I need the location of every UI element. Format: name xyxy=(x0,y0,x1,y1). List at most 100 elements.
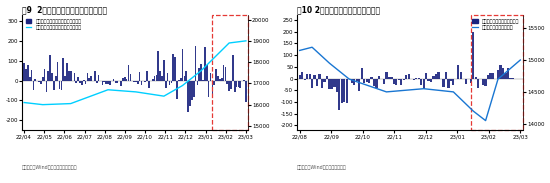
Bar xyxy=(408,74,410,79)
Bar xyxy=(403,79,405,80)
Bar xyxy=(227,81,228,84)
Bar xyxy=(228,81,230,91)
Bar xyxy=(299,75,301,79)
Bar xyxy=(185,71,187,81)
Bar xyxy=(74,72,75,81)
Bar xyxy=(210,73,211,81)
Bar xyxy=(81,81,82,85)
Bar xyxy=(103,81,105,82)
Bar xyxy=(415,78,417,79)
Bar xyxy=(477,79,479,88)
Bar xyxy=(148,81,150,88)
Bar xyxy=(107,81,109,84)
Bar xyxy=(117,81,118,83)
Bar xyxy=(169,81,170,85)
Bar xyxy=(323,79,326,81)
Bar xyxy=(212,81,213,97)
Bar xyxy=(70,71,72,81)
Bar xyxy=(314,75,316,79)
Bar xyxy=(152,79,153,81)
Bar xyxy=(361,68,363,79)
Bar xyxy=(154,76,156,81)
Bar xyxy=(219,79,221,81)
Bar xyxy=(66,63,68,81)
Bar xyxy=(105,81,107,84)
Bar xyxy=(178,80,180,81)
Bar xyxy=(182,49,183,81)
Bar xyxy=(420,79,422,85)
Bar xyxy=(470,79,472,83)
Bar xyxy=(196,81,199,85)
Bar xyxy=(129,74,131,81)
Bar xyxy=(206,65,207,81)
Bar xyxy=(238,81,239,87)
Bar xyxy=(452,79,454,85)
Bar xyxy=(146,71,148,81)
Bar xyxy=(393,79,395,84)
Bar xyxy=(245,81,247,102)
Bar xyxy=(64,76,66,81)
Bar xyxy=(331,79,333,89)
Bar xyxy=(167,73,168,81)
Bar xyxy=(163,59,165,81)
Bar xyxy=(435,74,437,79)
Bar xyxy=(204,47,206,81)
Bar xyxy=(172,54,174,81)
Bar xyxy=(425,73,427,79)
Bar xyxy=(113,79,114,81)
Bar xyxy=(102,81,103,85)
Bar xyxy=(472,32,474,79)
Bar xyxy=(460,72,462,79)
Bar xyxy=(165,81,167,88)
Bar xyxy=(44,69,46,81)
Bar xyxy=(55,76,57,81)
Bar xyxy=(170,81,172,83)
Bar xyxy=(405,75,408,79)
Bar xyxy=(135,81,137,82)
Bar xyxy=(450,79,452,81)
Bar xyxy=(120,81,122,86)
Bar xyxy=(109,81,111,85)
Bar xyxy=(358,79,360,91)
Bar xyxy=(301,72,303,79)
Bar xyxy=(122,78,124,81)
Legend: 期间净买入额（仟元，左轴）, 融资余额（仟元，右轴）: 期间净买入额（仟元，左轴）, 融资余额（仟元，右轴） xyxy=(471,18,520,31)
Bar xyxy=(23,63,25,81)
Bar xyxy=(94,71,96,81)
Bar xyxy=(243,80,245,81)
Bar xyxy=(504,73,507,79)
Bar xyxy=(351,79,353,83)
Bar xyxy=(445,72,447,79)
Bar xyxy=(485,79,487,86)
Bar xyxy=(53,81,55,90)
Bar xyxy=(128,65,129,81)
Bar xyxy=(309,74,311,79)
Bar xyxy=(432,76,434,79)
Bar xyxy=(213,81,215,85)
Bar xyxy=(75,81,77,83)
Bar xyxy=(471,15,523,130)
Bar xyxy=(193,81,195,96)
Bar xyxy=(487,75,489,79)
Bar xyxy=(57,62,58,81)
Bar xyxy=(32,81,34,89)
Bar xyxy=(27,65,29,81)
Bar xyxy=(139,72,140,81)
Bar xyxy=(368,79,370,83)
Bar xyxy=(180,78,182,81)
Bar xyxy=(223,65,224,81)
Bar xyxy=(161,76,163,81)
Bar xyxy=(78,77,79,81)
Bar xyxy=(512,78,514,79)
Text: 资料来源：Wind，海通证券研究所: 资料来源：Wind，海通证券研究所 xyxy=(297,165,347,170)
Bar xyxy=(316,79,318,85)
Bar xyxy=(386,72,388,79)
Bar xyxy=(85,81,86,84)
Bar xyxy=(328,79,331,89)
Bar xyxy=(224,67,226,81)
Bar xyxy=(497,70,499,79)
Bar xyxy=(507,68,509,79)
Bar xyxy=(318,74,321,79)
Bar xyxy=(492,73,494,79)
Bar xyxy=(202,80,204,81)
